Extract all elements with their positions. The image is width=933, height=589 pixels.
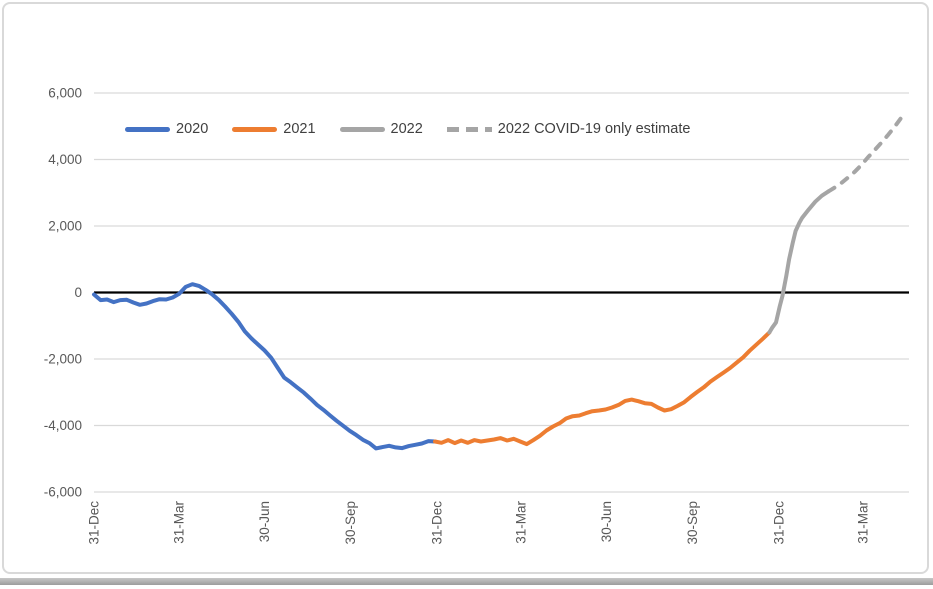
svg-text:31-Dec: 31-Dec bbox=[429, 501, 444, 545]
svg-text:6,000: 6,000 bbox=[48, 86, 82, 101]
svg-text:31-Mar: 31-Mar bbox=[856, 501, 871, 544]
legend-item-2020: 2020 bbox=[125, 121, 208, 137]
chart-frame: 6,000 4,000 2,000 0 -2,000 -4,000 -6,000 31-Dec… bbox=[2, 2, 929, 574]
legend-swatch-2020-icon bbox=[125, 126, 170, 132]
svg-text:30-Sep: 30-Sep bbox=[343, 501, 358, 545]
svg-text:30-Sep: 30-Sep bbox=[685, 501, 700, 545]
svg-text:31-Dec: 31-Dec bbox=[87, 501, 102, 545]
svg-text:31-Dec: 31-Dec bbox=[771, 501, 786, 545]
legend-label-2020: 2020 bbox=[176, 121, 209, 137]
svg-text:31-Mar: 31-Mar bbox=[514, 501, 529, 544]
legend-label-2022: 2022 bbox=[390, 121, 423, 137]
legend-item-2022: 2022 bbox=[339, 121, 423, 137]
svg-text:31-Mar: 31-Mar bbox=[172, 501, 187, 544]
legend-item-2022-covid-estimate: 2022 COVID-19 only estimate bbox=[446, 121, 691, 137]
svg-text:30-Jun: 30-Jun bbox=[599, 501, 614, 542]
line-chart-canvas: 6,000 4,000 2,000 0 -2,000 -4,000 -6,000 31-Dec… bbox=[44, 86, 909, 545]
svg-text:-6,000: -6,000 bbox=[44, 485, 82, 500]
legend-swatch-2022-covid-estimate-icon bbox=[446, 126, 492, 132]
svg-text:0: 0 bbox=[74, 285, 82, 300]
legend-swatch-2021-icon bbox=[232, 126, 278, 132]
legend-label-2021: 2021 bbox=[283, 121, 316, 137]
legend-item-2021: 2021 bbox=[232, 121, 316, 137]
legend-label-2022-covid-estimate: 2022 COVID-19 only estimate bbox=[497, 121, 691, 137]
svg-text:30-Jun: 30-Jun bbox=[257, 501, 272, 542]
svg-text:2,000: 2,000 bbox=[48, 219, 82, 234]
legend-swatch-2022-icon bbox=[339, 126, 385, 132]
svg-text:4,000: 4,000 bbox=[48, 152, 82, 167]
bottom-edge-strip bbox=[0, 578, 933, 585]
svg-text:-4,000: -4,000 bbox=[44, 418, 82, 433]
svg-text:-2,000: -2,000 bbox=[44, 352, 82, 367]
chart-legend: 2020 2021 2022 2022 COVID-19 only estima… bbox=[125, 116, 690, 142]
